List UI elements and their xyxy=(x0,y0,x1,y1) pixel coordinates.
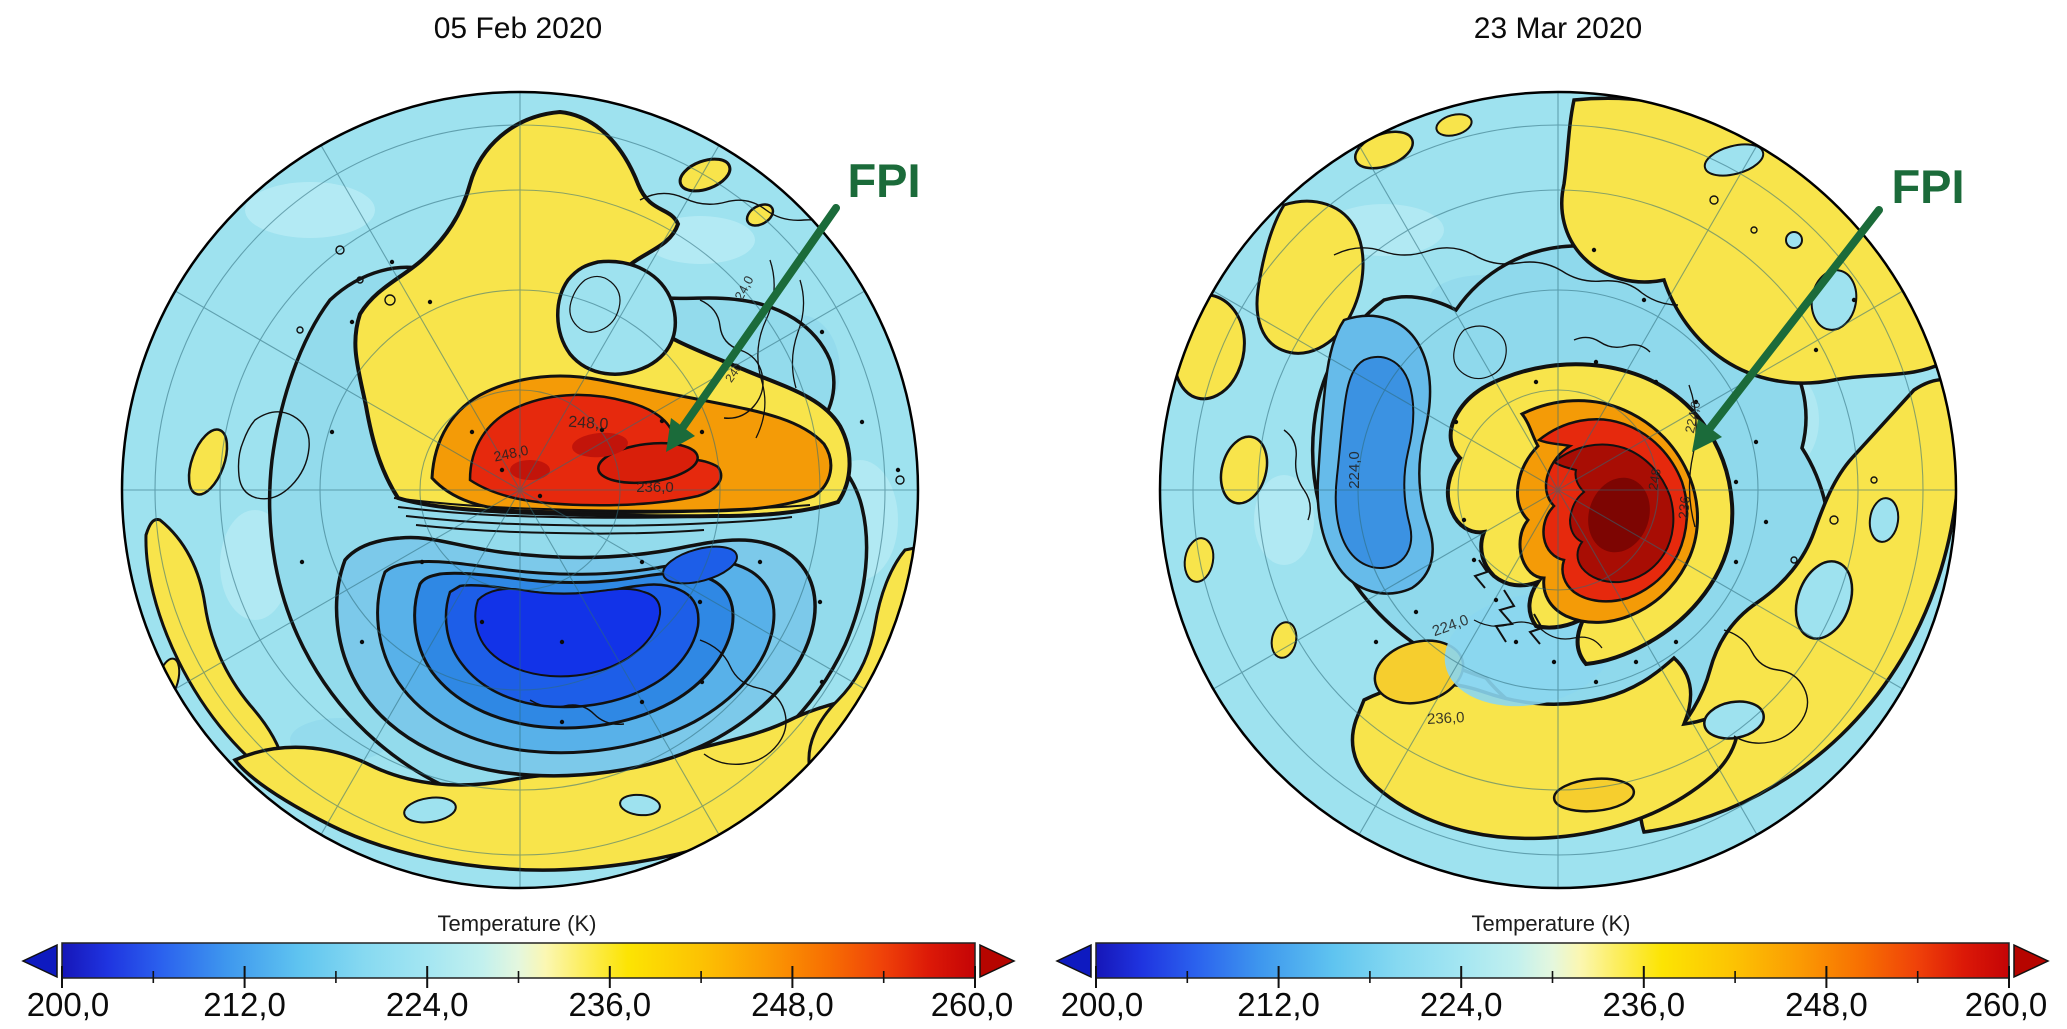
yellow-band-holes xyxy=(403,793,661,824)
svg-text:248,0: 248,0 xyxy=(1785,986,1868,1023)
svg-text:224,0: 224,0 xyxy=(1420,986,1503,1023)
svg-text:236,0: 236,0 xyxy=(1603,986,1686,1023)
colorbar-major-ticks xyxy=(61,966,976,988)
fpi-arrow-shaft xyxy=(679,204,840,431)
colorbar: Temperature (K) 200,0 212,0 224,0 236,0 … xyxy=(21,911,1016,1023)
svg-text:260,0: 260,0 xyxy=(931,986,1014,1023)
contour-label-236-south: 236,0 xyxy=(1427,709,1465,728)
svg-text:224,0: 224,0 xyxy=(386,986,469,1023)
graticule xyxy=(1160,92,1956,888)
contour-label-236-east: 236 xyxy=(1675,495,1693,520)
fpi-label: FPI xyxy=(847,154,920,207)
colorbar-left-arrow xyxy=(1055,943,1092,979)
fpi-arrow-shaft xyxy=(1706,206,1883,432)
panel-23-mar-2020: 23 Mar 2020 xyxy=(1055,12,2050,1023)
cold-pool xyxy=(334,535,817,778)
map-area: 248,0 248,0 236,0 24,0 240 xyxy=(122,92,918,888)
panel-title: 05 Feb 2020 xyxy=(434,12,602,45)
contour-label-248: 248,0 xyxy=(568,414,609,434)
map-boundary-circle xyxy=(1158,90,1958,890)
cyan-enclave xyxy=(556,259,678,376)
panel-title: 23 Mar 2020 xyxy=(1474,12,1642,45)
colorbar-gradient xyxy=(1095,942,2010,979)
fpi-arrow-head xyxy=(1692,419,1722,452)
colorbar-tick-labels: 200,0 212,0 224,0 236,0 248,0 260,0 xyxy=(1061,986,2048,1023)
map-area: 224,0 224,0 236 248 224,0 236,0 xyxy=(1160,92,1956,888)
svg-text:248,0: 248,0 xyxy=(751,986,834,1023)
fpi-annotation: FPI xyxy=(666,154,921,452)
fpi-arrow-head xyxy=(666,418,695,452)
coastlines xyxy=(1283,195,1878,744)
colorbar: Temperature (K) 200,0 212,0 224,0 236,0 … xyxy=(1055,911,2050,1023)
svg-text:260,0: 260,0 xyxy=(1965,986,2048,1023)
map-boundary-circle xyxy=(120,90,920,890)
fpi-annotation: FPI xyxy=(1692,160,1965,452)
colorbar-right-arrow xyxy=(2013,943,2050,979)
colorbar-title: Temperature (K) xyxy=(438,911,597,936)
svg-text:200,0: 200,0 xyxy=(1061,986,1144,1023)
colorbar-minor-ticks xyxy=(152,971,885,983)
contour-label-236: 236,0 xyxy=(636,479,674,496)
svg-text:200,0: 200,0 xyxy=(27,986,110,1023)
contour-fingers xyxy=(1473,384,1697,645)
contour-label-248: 248 xyxy=(1645,467,1664,491)
warm-anomaly xyxy=(353,109,852,519)
coastlines xyxy=(237,192,918,765)
contour-label-248b: 248,0 xyxy=(492,442,530,465)
colorbar-right-arrow xyxy=(979,943,1016,979)
colorbar-minor-ticks xyxy=(1186,971,1919,983)
deep-yellow-patches xyxy=(1373,639,1636,813)
cool-region-west xyxy=(1316,314,1434,595)
contour-label-224-west: 224,0 xyxy=(1346,451,1363,489)
contour-speckles xyxy=(1373,247,1857,685)
colorbar-left-arrow xyxy=(21,943,58,979)
fpi-label: FPI xyxy=(1891,160,1964,213)
colorbar-tick-labels: 200,0 212,0 224,0 236,0 248,0 260,0 xyxy=(27,986,1014,1023)
svg-text:212,0: 212,0 xyxy=(1237,986,1320,1023)
graticule xyxy=(122,92,918,888)
shear-contour-lines xyxy=(393,497,811,535)
panel-05-feb-2020: 05 Feb 2020 xyxy=(21,12,1016,1023)
svg-text:212,0: 212,0 xyxy=(203,986,286,1023)
svg-text:236,0: 236,0 xyxy=(569,986,652,1023)
colorbar-major-ticks xyxy=(1095,966,2010,988)
colorbar-title: Temperature (K) xyxy=(1472,911,1631,936)
